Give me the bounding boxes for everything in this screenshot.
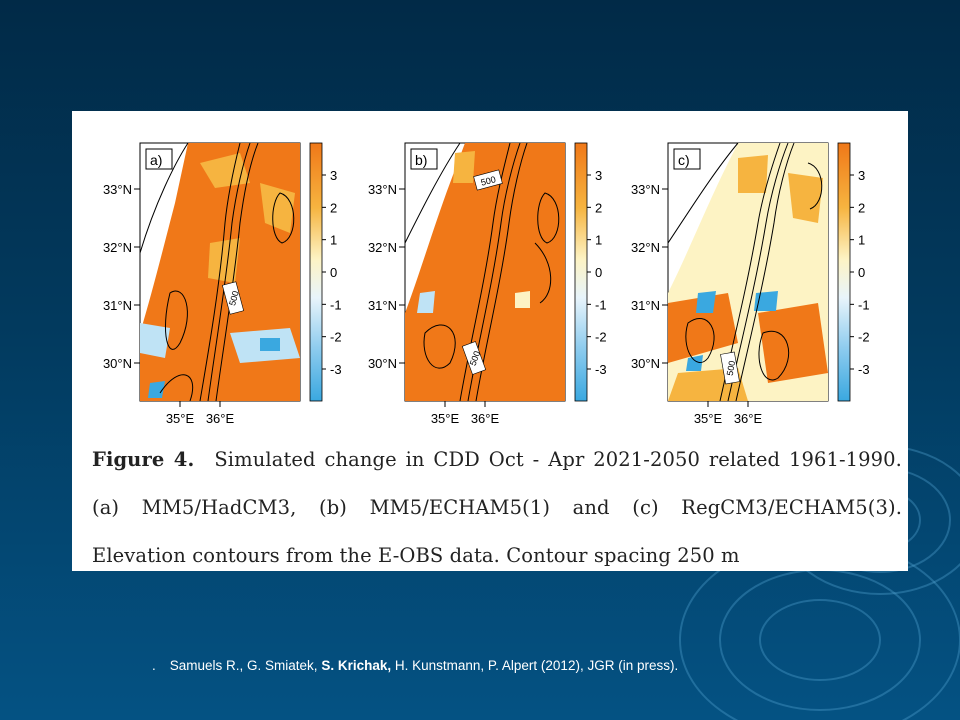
panel-b: 500 500 b) [404,142,588,402]
panel-a: 500 a) [139,142,323,402]
colorbar-tick-label: 1 [858,233,865,248]
lat-tick-label: 32°N [103,240,132,255]
panel-label-b: b) [415,152,427,168]
lat-tick-label: 33°N [368,182,397,197]
lat-tick-label: 33°N [631,182,660,197]
colorbar-tick-label: 3 [595,168,602,183]
lon-tick-label: 36°E [206,411,235,426]
colorbar-tick-label: -3 [330,362,342,377]
colorbar-tick-label: 2 [858,200,865,215]
lon-tick-label: 35°E [166,411,195,426]
colorbar-tick-label: -2 [595,330,607,345]
colorbar-tick-label: 3 [858,168,865,183]
colorbar-tick-label: -1 [595,297,607,312]
lat-tick-label: 30°N [103,356,132,371]
lat-tick-label: 32°N [368,240,397,255]
panel-c: 500 c) [667,142,851,402]
colorbar-tick-label: -2 [330,330,342,345]
panel-label-c: c) [678,152,690,168]
axis-labels: 33°N32°N31°N30°N35°E 36°E3210-1-2-333°N32… [103,168,870,426]
contour-label-b2: 500 [480,174,497,188]
colorbar-tick-label: -2 [858,330,870,345]
lat-tick-label: 33°N [103,182,132,197]
colorbar-tick-label: 1 [330,233,337,248]
colorbar-tick-label: 3 [330,168,337,183]
citation-rest: H. Kunstmann, P. Alpert (2012), JGR (in … [391,658,679,673]
lat-tick-label: 31°N [631,298,660,313]
colorbar-tick-label: 0 [858,265,865,280]
colorbar-tick-label: -1 [330,297,342,312]
map-figure: 500 a) 500 500 [103,142,870,426]
colorbar-tick-label: -1 [858,297,870,312]
colorbar-tick-label: 2 [595,200,602,215]
lon-tick-label: 35°E [431,411,460,426]
lat-tick-label: 31°N [103,298,132,313]
lat-tick-label: 32°N [631,240,660,255]
colorbar-tick-label: 0 [595,265,602,280]
lon-tick-label: 36°E [471,411,500,426]
colorbar-tick-label: 1 [595,233,602,248]
colorbar-tick-label: 0 [330,265,337,280]
citation-bullet: . [152,658,156,673]
caption-text: Simulated change in CDD Oct - Apr 2021-2… [92,448,902,567]
colorbar-tick-label: -3 [595,362,607,377]
citation-authors: Samuels R., G. Smiatek, [169,658,322,673]
figure-label: Figure 4. [92,448,195,471]
lon-tick-label: 36°E [734,411,763,426]
citation-highlighted-author: S. Krichak, [321,658,392,673]
colorbar-tick-label: -3 [858,362,870,377]
contour-label-c: 500 [725,360,737,377]
citation: . Samuels R., G. Smiatek, S. Krichak, H. … [152,658,678,673]
lon-tick-label: 35°E [694,411,723,426]
figure-panel: 500 a) 500 500 [72,111,908,571]
lat-tick-label: 31°N [368,298,397,313]
contour-label-a: 500 [227,290,241,307]
colorbar-tick-label: 2 [330,200,337,215]
panel-label-a: a) [150,152,162,168]
figure-caption: Figure 4. Simulated change in CDD Oct - A… [92,436,902,580]
lat-tick-label: 30°N [368,356,397,371]
contour-label-b: 500 [468,350,483,368]
lat-tick-label: 30°N [631,356,660,371]
